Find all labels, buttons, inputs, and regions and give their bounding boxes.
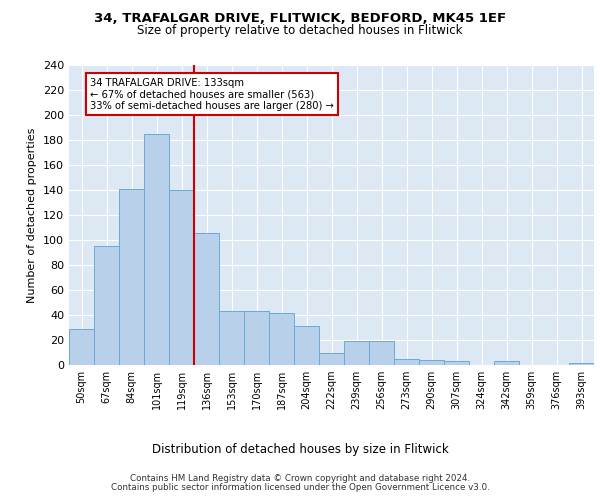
Bar xyxy=(244,311,269,365)
Text: 34, TRAFALGAR DRIVE, FLITWICK, BEDFORD, MK45 1EF: 34, TRAFALGAR DRIVE, FLITWICK, BEDFORD, … xyxy=(94,12,506,26)
Bar xyxy=(144,134,169,365)
Y-axis label: Number of detached properties: Number of detached properties xyxy=(28,128,37,302)
Bar xyxy=(169,190,194,365)
Bar xyxy=(344,341,369,365)
Bar xyxy=(69,329,94,365)
Bar xyxy=(219,311,244,365)
Bar xyxy=(569,362,594,365)
Bar xyxy=(294,326,319,365)
Text: Size of property relative to detached houses in Flitwick: Size of property relative to detached ho… xyxy=(137,24,463,37)
Bar xyxy=(194,232,219,365)
Bar xyxy=(369,341,394,365)
Text: 34 TRAFALGAR DRIVE: 133sqm
← 67% of detached houses are smaller (563)
33% of sem: 34 TRAFALGAR DRIVE: 133sqm ← 67% of deta… xyxy=(90,78,334,110)
Bar xyxy=(494,361,519,365)
Bar xyxy=(94,246,119,365)
Text: Contains HM Land Registry data © Crown copyright and database right 2024.: Contains HM Land Registry data © Crown c… xyxy=(130,474,470,483)
Bar xyxy=(269,312,294,365)
Bar xyxy=(444,361,469,365)
Text: Distribution of detached houses by size in Flitwick: Distribution of detached houses by size … xyxy=(152,442,448,456)
Text: Contains public sector information licensed under the Open Government Licence v3: Contains public sector information licen… xyxy=(110,484,490,492)
Bar xyxy=(319,352,344,365)
Bar xyxy=(119,188,144,365)
Bar xyxy=(419,360,444,365)
Bar xyxy=(394,359,419,365)
